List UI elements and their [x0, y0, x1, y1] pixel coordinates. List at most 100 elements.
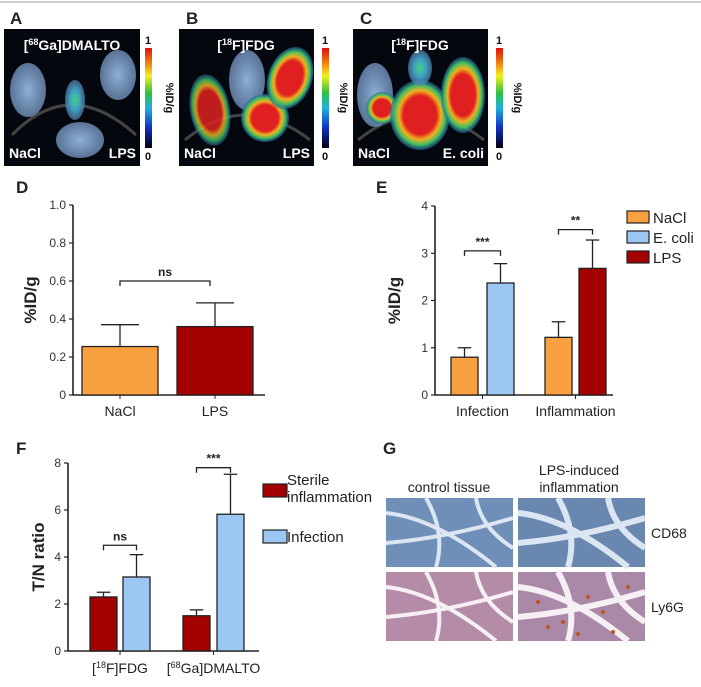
y-tick-label: 4: [421, 199, 428, 213]
tissue-septum: [424, 571, 442, 642]
pet-title: [18F]FDG: [391, 37, 449, 53]
bar: [182, 615, 211, 652]
legend-swatch: [626, 250, 650, 264]
bar: [176, 325, 254, 396]
tissue-septum: [424, 497, 442, 568]
neutrophil-stain: [611, 630, 615, 634]
x-tick-label: LPS: [202, 403, 228, 419]
legend-label: NaCl: [653, 210, 686, 227]
colorbar: [322, 48, 329, 148]
tissue-septum: [385, 516, 514, 545]
superscript: 68: [171, 660, 181, 670]
y-tick-label: 6: [54, 503, 61, 517]
histology-control-cd68: [385, 497, 515, 569]
legend-swatch: [262, 529, 288, 544]
colorbar-unit: %ID/g: [511, 83, 523, 114]
neutrophil-stain: [586, 595, 590, 599]
colorbar-max: 1: [496, 35, 502, 47]
bar: [544, 336, 573, 396]
histology-grid: [385, 496, 647, 644]
legend-item: NaCl: [626, 210, 686, 227]
y-tick-label: 0: [59, 388, 66, 402]
panel-label-f: F: [16, 439, 26, 458]
tissue-septum: [474, 571, 515, 624]
significance-label: ns: [113, 529, 127, 543]
bar: [216, 513, 245, 652]
column-header-control: control tissue: [408, 479, 491, 495]
pet-title: [68Ga]DMALTO: [24, 37, 121, 53]
pet-hotspot-nacl: [366, 92, 398, 124]
y-tick-label: 0.2: [49, 350, 66, 364]
panel-b: B [18F]FDG NaCl LPS 1 0 %ID/g: [179, 9, 349, 166]
neutrophil-stain: [536, 600, 540, 604]
significance-bracket: [102, 544, 138, 551]
y-tick-label: 2: [421, 294, 428, 308]
condition-left: NaCl: [184, 145, 216, 161]
x-tick-label: [68Ga]DMALTO: [167, 660, 261, 676]
neutrophil-stain: [561, 620, 565, 624]
pet-mouse-nacl: [189, 74, 231, 146]
y-tick-label: 0.6: [49, 274, 66, 288]
colorbar-max: 1: [145, 35, 151, 47]
colorbar: [496, 48, 503, 148]
row-label-cd68: CD68: [651, 525, 687, 541]
neutrophil-stain: [546, 625, 550, 629]
x-tick-label: Infection: [456, 403, 509, 419]
bar: [89, 596, 118, 652]
tissue-septum: [517, 589, 646, 620]
legend-item: E. coli: [626, 230, 694, 247]
significance-bracket: [195, 467, 232, 473]
panel-label: B: [186, 9, 198, 28]
y-tick-label: 0: [54, 644, 61, 658]
neutrophil-stain: [626, 585, 630, 589]
panel-label-d: D: [16, 178, 28, 197]
histology-lps-ly6g: [517, 570, 647, 644]
text-part: [: [92, 660, 96, 676]
histology-lps-cd68: [517, 496, 647, 570]
y-tick-label: 2: [54, 597, 61, 611]
tissue-septum: [605, 571, 647, 625]
significance-label: ***: [475, 235, 489, 249]
neutrophil-stain: [576, 632, 580, 636]
condition-right: LPS: [283, 145, 310, 161]
text-part: F]FDG: [106, 660, 148, 676]
legend-label: E. coli: [653, 230, 694, 247]
legend-swatch: [262, 483, 288, 498]
significance-bracket: [463, 250, 502, 256]
y-axis-label: %ID/g: [385, 277, 404, 324]
condition-right: LPS: [109, 145, 136, 161]
y-tick-label: 1.0: [49, 198, 66, 212]
legend-label: LPS: [653, 250, 681, 267]
legend-label: inflammation: [287, 489, 372, 506]
significance-bracket: [557, 228, 594, 235]
tissue-septum: [555, 496, 575, 568]
legend-label: Infection: [287, 529, 344, 546]
panel-label-e: E: [376, 178, 387, 197]
y-tick-label: 8: [54, 456, 61, 470]
bar: [486, 282, 515, 396]
legend-item: Infection: [262, 529, 344, 546]
x-tick-label: Inflammation: [535, 403, 615, 419]
x-tick-label: NaCl: [104, 403, 135, 419]
legend-swatch: [626, 230, 650, 244]
column-header-lps-line1: LPS-induced: [539, 462, 619, 478]
pet-mouse-center-head: [408, 50, 432, 86]
panel-g: G control tissue LPS-induced inflammatio…: [383, 439, 687, 644]
colorbar-unit: %ID/g: [337, 83, 349, 114]
pet-mouse-center-body: [56, 122, 104, 158]
significance-label: ns: [158, 265, 172, 279]
panel-label: A: [10, 9, 22, 28]
panel-a: A [68Ga]DMALTO NaCl LPS 1 0 %ID/g: [4, 9, 175, 166]
chart-e: 0 1 2 3 4 %ID/g Infection *** Inflammation ** NaCl…: [385, 199, 694, 419]
significance-label: **: [571, 214, 581, 228]
tissue-septum: [474, 497, 515, 550]
pet-mouse-nacl: [10, 63, 46, 117]
pet-mouse-lps: [100, 50, 136, 100]
condition-left: NaCl: [358, 145, 390, 161]
significance-label: ***: [206, 452, 220, 466]
tissue-septum: [385, 590, 514, 619]
histology-control-ly6g: [385, 571, 515, 643]
pet-mouse-ecoli: [441, 57, 485, 133]
bar: [450, 356, 479, 396]
